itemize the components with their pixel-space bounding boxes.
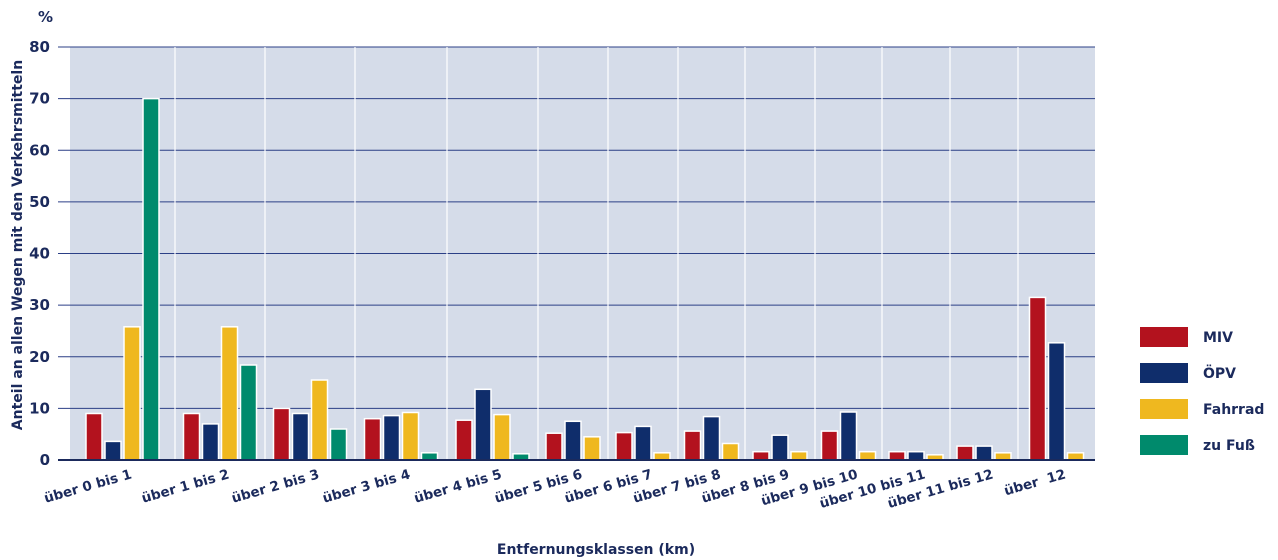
bar-fahrrad-10 bbox=[858, 450, 877, 461]
bar-miv-1 bbox=[85, 412, 103, 461]
legend-label: ÖPV bbox=[1203, 364, 1236, 382]
bar-fahrrad-9 bbox=[790, 450, 808, 461]
bar-fahrrad-12 bbox=[994, 452, 1012, 461]
bar-miv-2 bbox=[182, 412, 201, 461]
bar-miv-4 bbox=[363, 417, 382, 461]
bar-öpv-8 bbox=[702, 415, 721, 461]
bar-fahrrad-3 bbox=[310, 379, 329, 461]
bar-öpv-6 bbox=[564, 420, 582, 461]
x-category-label: über 0 bis 1 bbox=[42, 466, 133, 506]
bar-miv-8 bbox=[683, 430, 702, 461]
legend-label: MIV bbox=[1203, 330, 1233, 346]
x-axis-title: Entfernungsklassen (km) bbox=[497, 542, 695, 558]
legend: MIV ÖPV Fahrrad zu Fuß bbox=[1140, 327, 1264, 455]
bars bbox=[85, 97, 1085, 461]
y-tick-label: 40 bbox=[29, 245, 50, 263]
y-axis-title: Anteil an allen Wegen mit den Verkehrsmi… bbox=[10, 60, 26, 430]
y-tick-labels: 0 10 20 30 40 50 60 70 80 bbox=[29, 38, 50, 469]
bar-öpv-11 bbox=[907, 450, 925, 461]
x-category-label: über 4 bis 5 bbox=[412, 466, 503, 506]
bar-fahrrad-2 bbox=[220, 326, 239, 461]
y-tick-label: 70 bbox=[29, 90, 50, 108]
bar-fahrrad-1 bbox=[123, 326, 141, 461]
bar-fahrrad-8 bbox=[721, 442, 740, 461]
legend-swatch-1 bbox=[1140, 327, 1188, 347]
bar-miv-10 bbox=[820, 430, 839, 461]
bar-öpv-3 bbox=[291, 412, 310, 461]
y-unit-label: % bbox=[38, 8, 53, 26]
legend-swatch-2 bbox=[1140, 363, 1188, 383]
bar-miv-12 bbox=[956, 445, 974, 461]
bar-fahrrad-7 bbox=[653, 452, 671, 461]
bar-öpv-7 bbox=[634, 425, 652, 461]
bar-fahrrad-4 bbox=[401, 411, 420, 461]
bar-zu-fuß-2 bbox=[239, 364, 258, 461]
y-tick-label: 80 bbox=[29, 38, 50, 56]
bar-öpv-1 bbox=[104, 440, 122, 461]
bar-miv-3 bbox=[272, 407, 291, 461]
y-tick-label: 50 bbox=[29, 193, 50, 211]
bar-fahrrad-6 bbox=[583, 436, 601, 461]
bar-zu-fuß-1 bbox=[142, 97, 160, 461]
bar-öpv-9 bbox=[771, 434, 789, 461]
y-tick-label: 30 bbox=[29, 296, 50, 314]
bar-öpv-5 bbox=[474, 388, 492, 461]
bar-miv-9 bbox=[752, 450, 770, 461]
bar-miv-5 bbox=[455, 419, 473, 461]
bar-zu-fuß-3 bbox=[329, 428, 348, 461]
y-tick-label: 60 bbox=[29, 141, 50, 159]
bar-miv-11 bbox=[888, 450, 906, 461]
bar-öpv-2 bbox=[201, 423, 220, 461]
bar-öpv-13 bbox=[1047, 342, 1066, 461]
y-tick-label: 10 bbox=[29, 399, 50, 417]
legend-label: zu Fuß bbox=[1203, 438, 1255, 454]
category-separators bbox=[174, 47, 1019, 460]
bar-zu-fuß-4 bbox=[420, 452, 439, 461]
y-tick-label: 0 bbox=[40, 451, 50, 469]
legend-swatch-4 bbox=[1140, 435, 1188, 455]
legend-label: Fahrrad bbox=[1203, 402, 1264, 418]
bar-miv-13 bbox=[1028, 296, 1047, 461]
bar-öpv-10 bbox=[839, 411, 858, 461]
y-tick-label: 20 bbox=[29, 348, 50, 366]
x-category-label: über 3 bis 4 bbox=[321, 466, 412, 506]
x-category-label: über 2 bis 3 bbox=[230, 466, 321, 506]
x-category-label: über 12 bbox=[1002, 466, 1067, 499]
x-category-label: über 1 bis 2 bbox=[140, 466, 231, 506]
bar-öpv-12 bbox=[975, 445, 993, 461]
bar-fahrrad-13 bbox=[1066, 452, 1085, 461]
bar-öpv-4 bbox=[382, 414, 401, 461]
legend-swatch-3 bbox=[1140, 399, 1188, 419]
bar-miv-7 bbox=[615, 431, 633, 461]
bar-miv-6 bbox=[545, 432, 563, 461]
bar-fahrrad-5 bbox=[493, 413, 511, 461]
